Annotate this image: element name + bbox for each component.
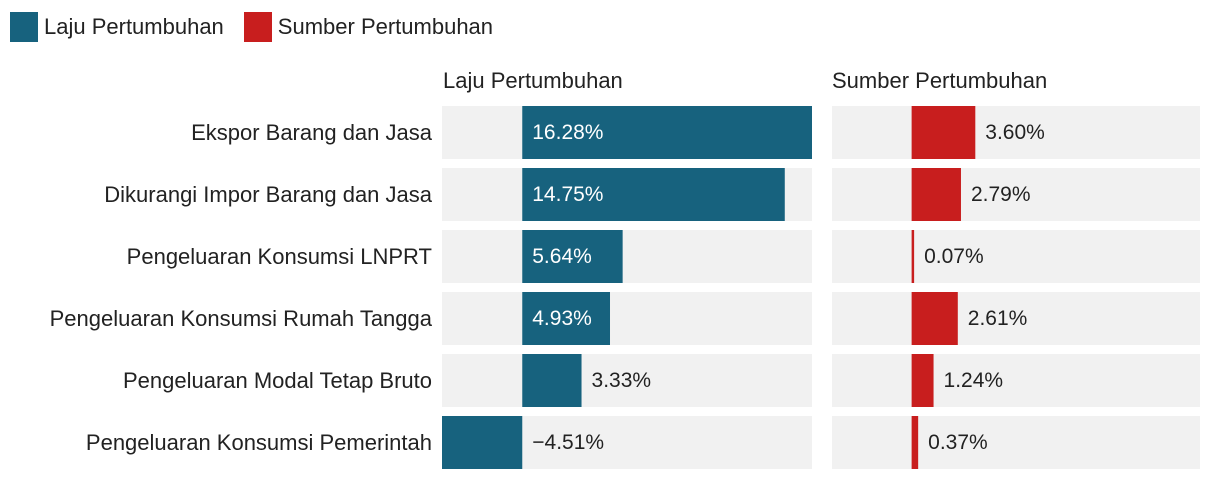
data-bar: [911, 354, 934, 407]
category-label: Dikurangi Impor Barang dan Jasa: [104, 182, 432, 207]
legend-item-sumber: Sumber Pertumbuhan: [243, 12, 494, 42]
data-bar: [522, 230, 623, 283]
data-label: 2.61%: [968, 307, 1028, 330]
data-bar: [522, 354, 582, 407]
category-label: Pengeluaran Modal Tetap Bruto: [123, 368, 432, 393]
data-label: 3.60%: [985, 121, 1045, 144]
data-bar: [442, 416, 523, 469]
panel-title-laju: Laju Pertumbuhan: [443, 68, 623, 93]
data-bar: [911, 168, 961, 221]
data-label: 0.07%: [924, 245, 984, 268]
row-background: [832, 354, 1200, 407]
legend-item-laju: Laju Pertumbuhan: [10, 12, 224, 42]
data-bar: [522, 106, 812, 159]
data-bar: [911, 230, 915, 283]
data-bar: [911, 106, 976, 159]
category-label: Ekspor Barang dan Jasa: [191, 120, 433, 145]
data-bar: [911, 292, 958, 345]
row-background: [832, 168, 1200, 221]
legend-swatch-laju: [10, 12, 38, 42]
row-background: [832, 106, 1200, 159]
category-label: Pengeluaran Konsumsi Rumah Tangga: [50, 306, 433, 331]
data-label: 16.28%: [532, 121, 603, 144]
data-bar: [911, 416, 919, 469]
row-background: [832, 292, 1200, 345]
category-label: Pengeluaran Konsumsi LNPRT: [127, 244, 432, 269]
data-label: 5.64%: [532, 245, 592, 268]
data-label: 1.24%: [944, 369, 1004, 392]
legend-label-laju: Laju Pertumbuhan: [44, 14, 224, 39]
legend-swatch-sumber: [243, 12, 272, 42]
data-label: 2.79%: [971, 183, 1031, 206]
data-label: −4.51%: [532, 431, 604, 454]
data-bar: [522, 292, 611, 345]
category-label: Pengeluaran Konsumsi Pemerintah: [86, 430, 432, 455]
panel-title-sumber: Sumber Pertumbuhan: [832, 68, 1048, 93]
row-background: [832, 230, 1200, 283]
row-background: [832, 416, 1200, 469]
data-label: 4.93%: [532, 307, 592, 330]
data-label: 14.75%: [532, 183, 603, 206]
data-label: 0.37%: [928, 431, 988, 454]
legend-label-sumber: Sumber Pertumbuhan: [277, 14, 494, 39]
legend: Laju Pertumbuhan Sumber Pertumbuhan: [10, 12, 513, 42]
row-background: [442, 292, 812, 345]
data-bar: [522, 168, 785, 221]
row-background: [442, 354, 812, 407]
data-label: 3.33%: [592, 369, 652, 392]
row-background: [442, 230, 812, 283]
